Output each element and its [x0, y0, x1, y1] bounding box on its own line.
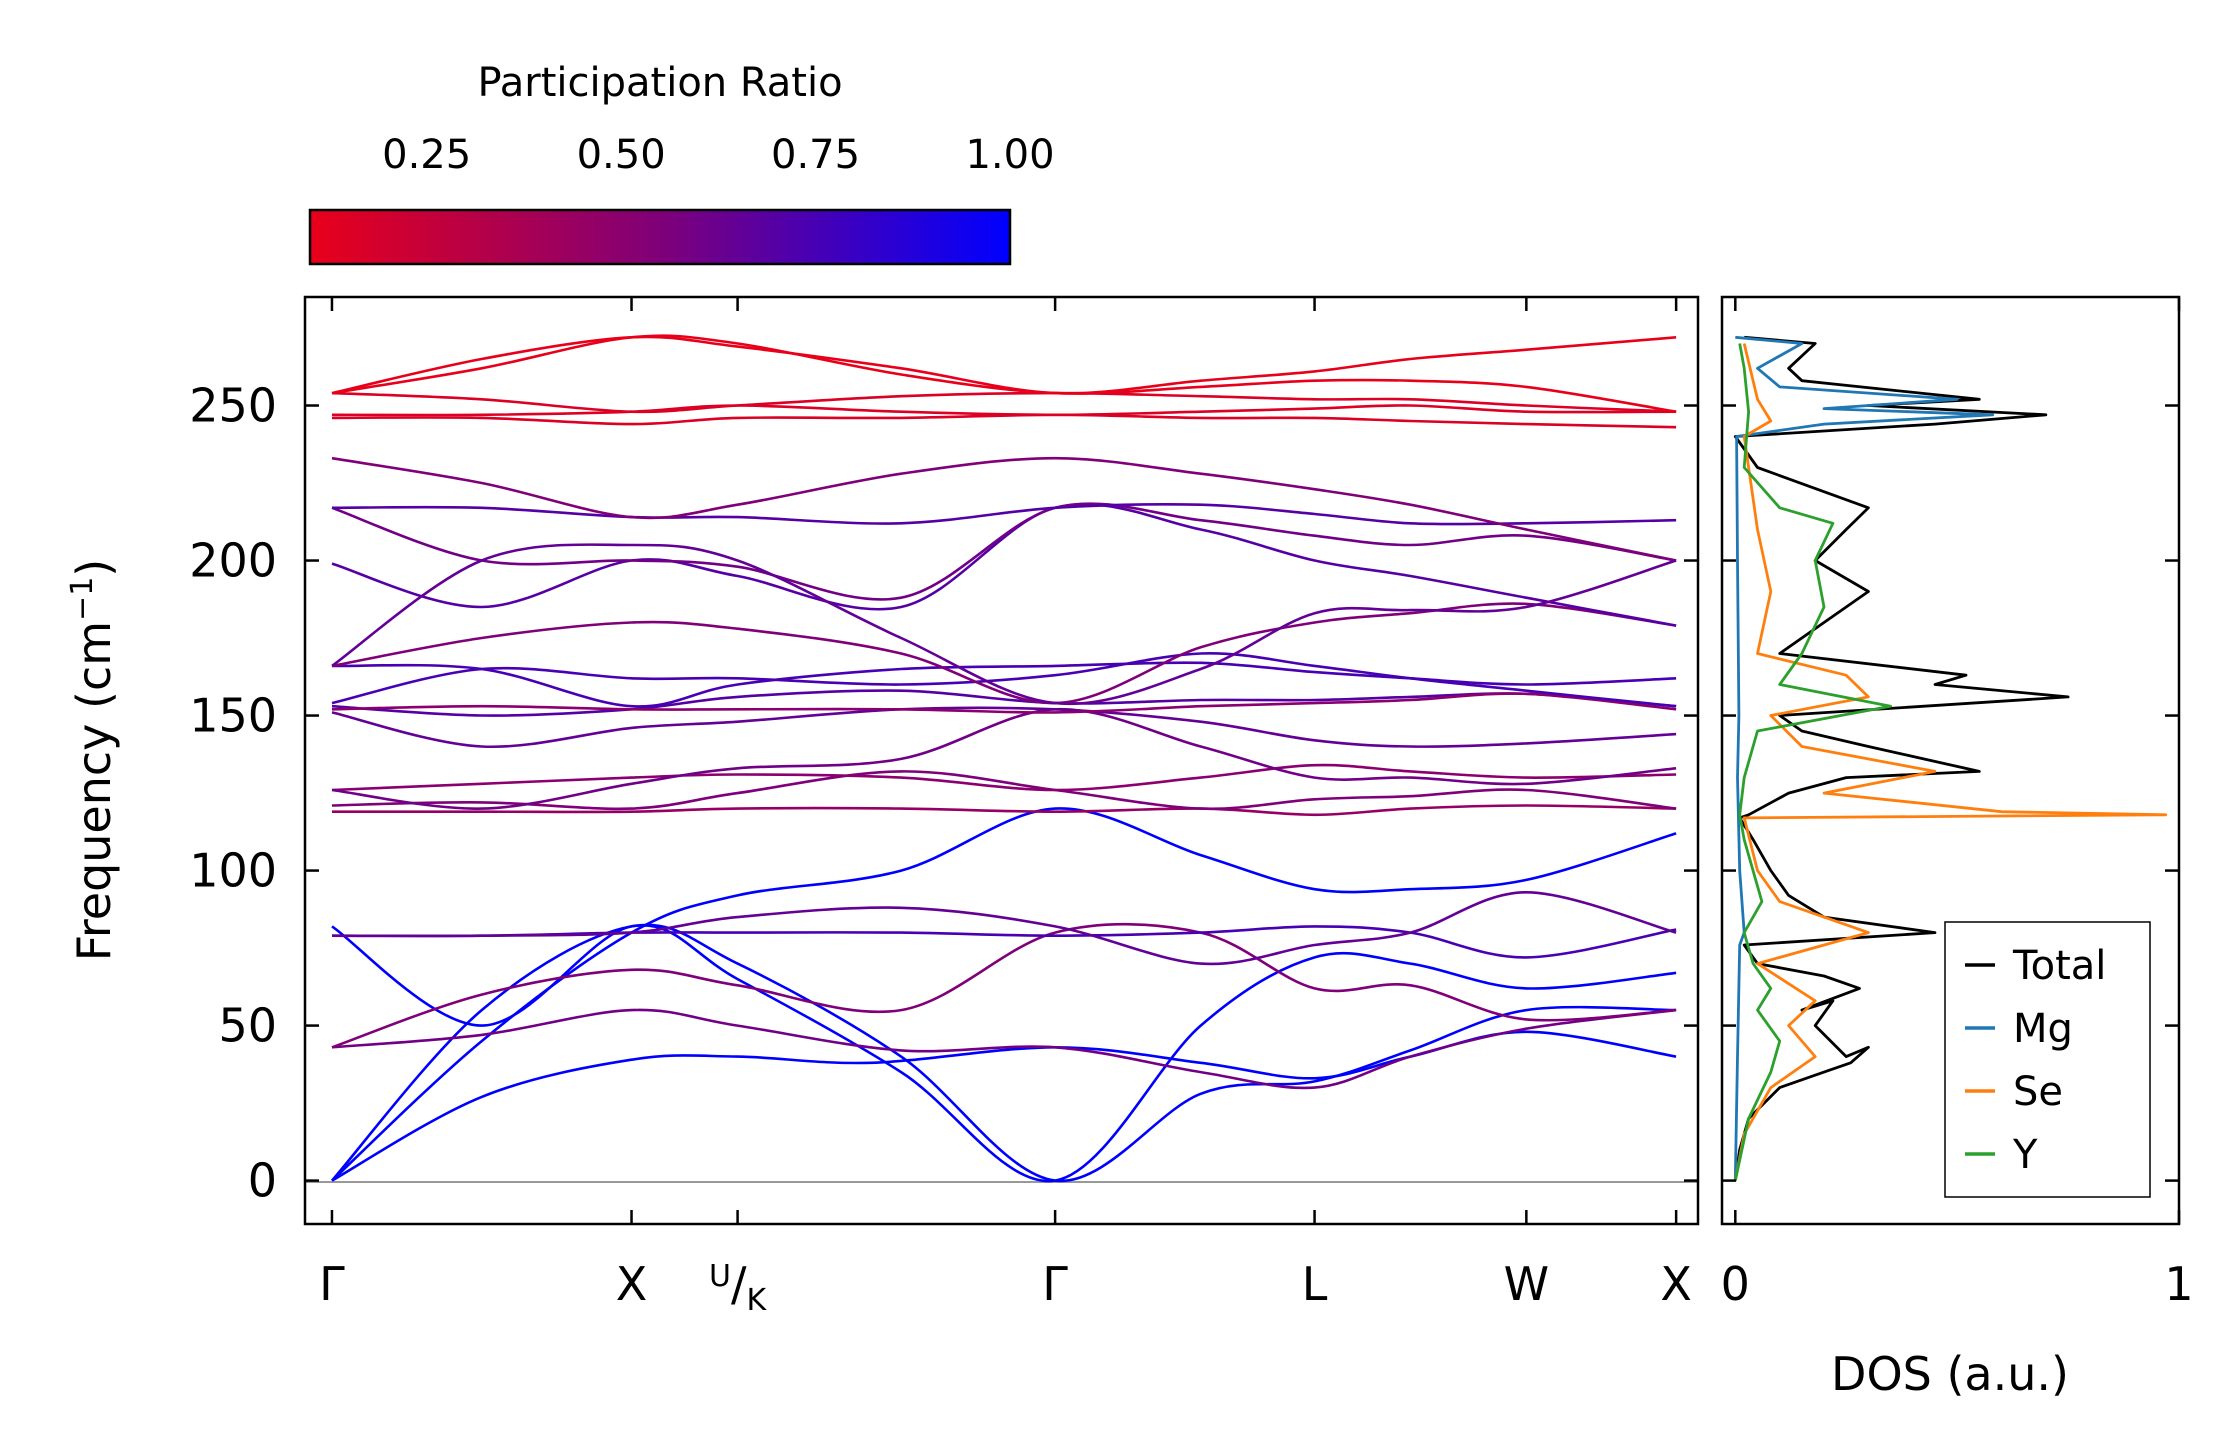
band-mid-3 — [331, 763, 1677, 792]
band-mid-8 — [331, 661, 1677, 708]
colorbar-tick-label: 0.25 — [382, 132, 471, 178]
band-y-tick-label: 100 — [189, 844, 277, 898]
colorbar: Participation Ratio 0.25 0.50 0.75 1.00 — [308, 60, 1055, 266]
dos-series-total — [1733, 335, 2070, 1181]
band-top-1 — [331, 413, 1677, 429]
band-upper-4 — [331, 503, 1677, 526]
band-upper-5 — [331, 456, 1677, 562]
band-x-tick-label: U/K — [709, 1257, 767, 1318]
band-acoustic-1 — [331, 1030, 1677, 1182]
legend-label: Total — [2012, 943, 2106, 989]
band-x-tick-label: L — [1302, 1257, 1328, 1311]
band-low-opt-4 — [331, 890, 1677, 966]
band-y-tick-label: 200 — [189, 534, 277, 588]
band-axes-frame — [303, 295, 1700, 1226]
band-x-tick-label: Γ — [319, 1257, 345, 1311]
dos-x-tick-label: 0 — [1721, 1257, 1750, 1311]
band-upper-6 — [331, 543, 1677, 706]
band-y-axis-title: Frequency (cm−1) — [65, 559, 121, 962]
band-x-tick-label: X — [1660, 1257, 1692, 1311]
band-x-tick-label: W — [1504, 1257, 1549, 1311]
band-mid-9 — [331, 652, 1677, 708]
band-top-4 — [331, 334, 1677, 413]
band-acoustic-4 — [331, 924, 1677, 1183]
legend-label: Se — [2013, 1069, 2063, 1115]
colorbar-tick-label: 0.75 — [771, 132, 860, 178]
dos-series-y — [1733, 343, 1892, 1181]
dos-series-mg — [1733, 335, 1995, 1181]
band-upper-1 — [331, 602, 1677, 705]
band-y-ticks: 0 50 100 150 200 250 — [189, 379, 1698, 1208]
dos-axes-frame — [1720, 295, 2181, 1226]
band-low-opt-1 — [331, 1008, 1677, 1090]
legend-label: Mg — [2013, 1006, 2073, 1052]
band-y-tick-label: 50 — [218, 999, 277, 1053]
colorbar-title: Participation Ratio — [477, 60, 842, 106]
band-mid-1 — [332, 804, 1677, 817]
band-upper-3 — [331, 502, 1677, 601]
band-x-tick-label: Γ — [1042, 1257, 1068, 1311]
dos-x-tick-label: 1 — [2164, 1257, 2193, 1311]
band-mid-2 — [331, 770, 1677, 811]
colorbar-gradient — [308, 208, 1012, 266]
band-structure-panel: 0 50 100 150 200 250 Γ X U/K Γ L W X Frequency (cm−… — [65, 295, 1700, 1318]
legend: Total Mg Se Y — [1944, 921, 2151, 1198]
band-acoustic-3 — [331, 923, 1677, 1183]
band-low-opt-2 — [331, 922, 1677, 1049]
band-y-tick-label: 0 — [248, 1154, 277, 1208]
band-low-opt-3 — [331, 925, 1677, 959]
dos-y-ticks — [1722, 404, 2179, 1182]
colorbar-tick-label: 0.50 — [577, 132, 666, 178]
band-y-tick-label: 250 — [189, 379, 277, 433]
band-top-2 — [331, 404, 1677, 417]
y-title-superscript: −1 — [65, 577, 100, 621]
legend-label: Y — [2012, 1132, 2038, 1178]
dos-lines — [1733, 335, 2168, 1181]
colorbar-tick-label: 1.00 — [965, 132, 1054, 178]
band-acoustic-2 — [331, 807, 1677, 1182]
band-top-5 — [331, 335, 1677, 395]
dos-series-se — [1733, 343, 2168, 1181]
band-mid-5 — [331, 706, 1677, 749]
band-y-tick-label: 150 — [189, 689, 277, 743]
legend-frame — [1944, 921, 2151, 1198]
band-lines — [331, 334, 1677, 1183]
dos-x-axis-title: DOS (a.u.) — [1831, 1347, 2069, 1401]
legend-entries: Total Mg Se Y — [1965, 943, 2106, 1178]
band-mid-4 — [331, 707, 1677, 810]
band-mid-7 — [331, 692, 1677, 714]
band-x-ticks: Γ X U/K Γ L W X — [319, 297, 1692, 1318]
band-x-tick-label: X — [616, 1257, 648, 1311]
